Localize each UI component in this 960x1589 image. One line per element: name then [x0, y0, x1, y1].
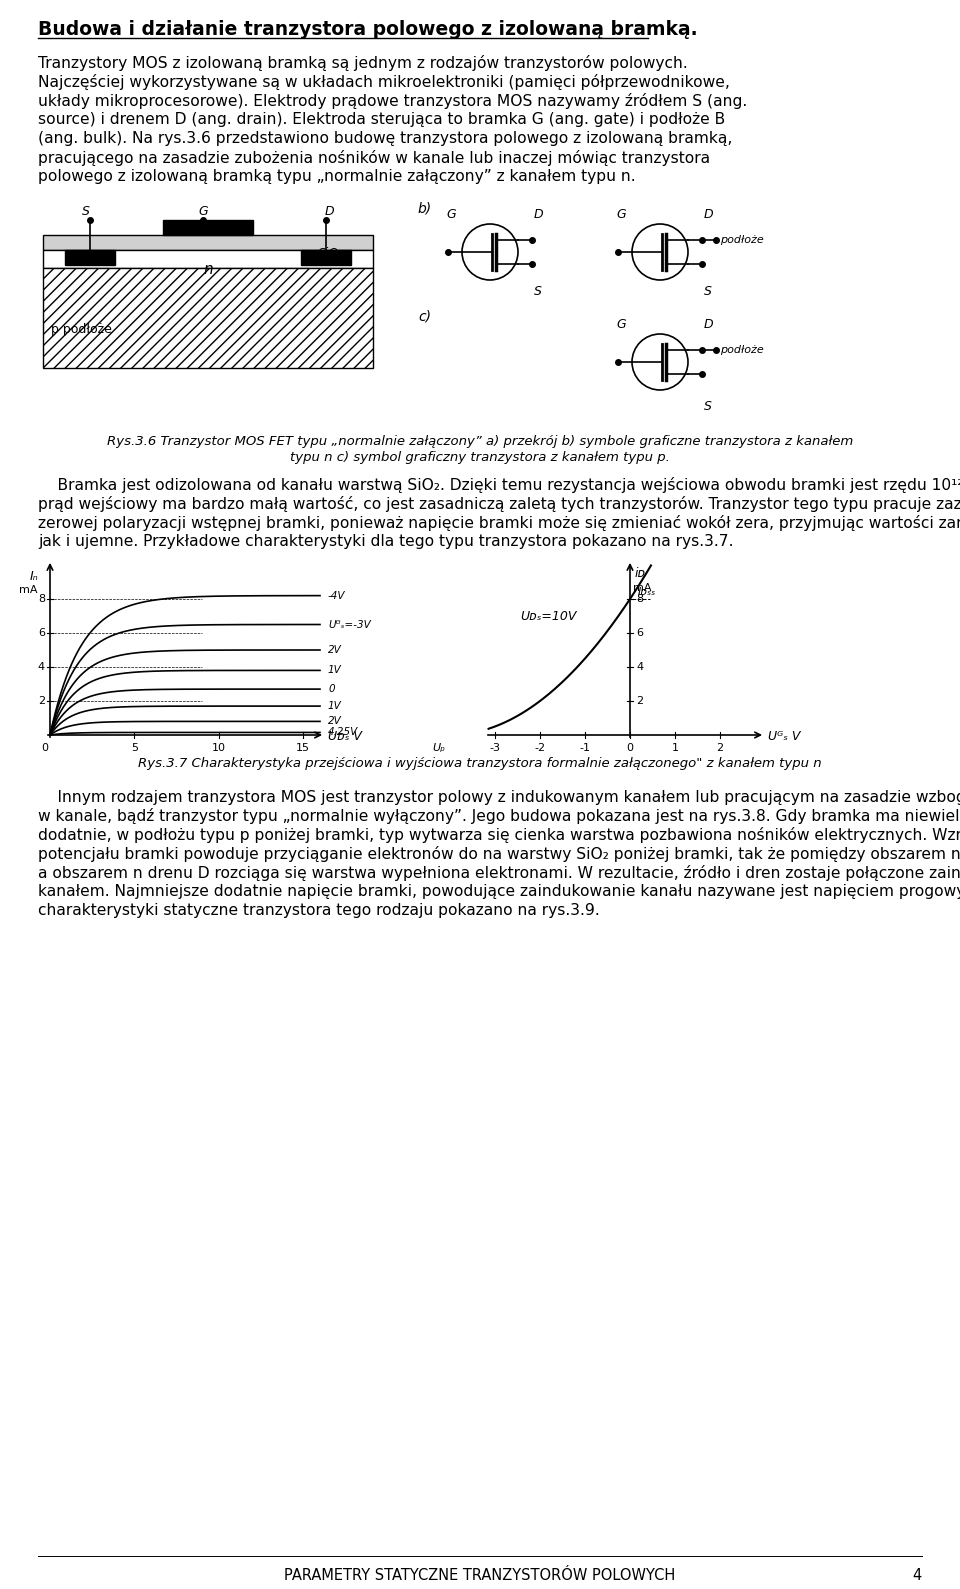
Text: c): c)	[418, 310, 431, 324]
Text: Budowa i działanie tranzystora polowego z izolowaną bramką.: Budowa i działanie tranzystora polowego …	[38, 21, 698, 40]
Text: 2: 2	[37, 696, 45, 706]
Text: 1V: 1V	[328, 701, 342, 712]
Text: 15: 15	[296, 744, 310, 753]
Text: typu n c) symbol graficzny tranzystora z kanałem typu p.: typu n c) symbol graficzny tranzystora z…	[290, 451, 670, 464]
Text: Uᴅₛ V: Uᴅₛ V	[328, 729, 362, 744]
Text: source) i drenem D (ang. drain). Elektroda sterująca to bramka G (ang. gate) i p: source) i drenem D (ang. drain). Elektro…	[38, 111, 725, 127]
Text: 1: 1	[671, 744, 679, 753]
Text: mA: mA	[633, 583, 652, 593]
Text: dodatnie, w podłożu typu p poniżej bramki, typ wytwarza się cienka warstwa pozba: dodatnie, w podłożu typu p poniżej bramk…	[38, 826, 960, 844]
Text: 0: 0	[41, 744, 49, 753]
Text: 4: 4	[913, 1568, 922, 1583]
Text: Uᴅₛ=10V: Uᴅₛ=10V	[520, 610, 576, 623]
Text: D: D	[704, 318, 713, 331]
Text: -3: -3	[490, 744, 500, 753]
Text: 5: 5	[131, 744, 138, 753]
Text: podłoże: podłoże	[720, 235, 764, 245]
Text: 10: 10	[212, 744, 226, 753]
Text: Uₚ: Uₚ	[432, 744, 445, 753]
Text: jak i ujemne. Przykładowe charakterystyki dla tego typu tranzystora pokazano na : jak i ujemne. Przykładowe charakterystyk…	[38, 534, 733, 550]
Bar	[301, 249, 351, 265]
Text: 2V: 2V	[328, 717, 342, 726]
Text: układy mikroprocesorowe). Elektrody prądowe tranzystora MOS nazywamy źródłem S (: układy mikroprocesorowe). Elektrody prąd…	[38, 94, 747, 110]
Text: b): b)	[418, 202, 432, 216]
Text: -4V: -4V	[328, 591, 346, 601]
Text: 6: 6	[636, 628, 643, 639]
Text: G: G	[616, 208, 626, 221]
Text: a obszarem n drenu D rozciąga się warstwa wypełniona elektronami. W rezultacie, : a obszarem n drenu D rozciąga się warstw…	[38, 864, 960, 880]
Text: 2V: 2V	[328, 645, 342, 655]
Text: 1V: 1V	[328, 666, 342, 675]
Text: podłoże: podłoże	[720, 345, 764, 354]
Text: S: S	[82, 205, 90, 218]
Text: Najczęściej wykorzystywane są w układach mikroelektroniki (pamięci półprzewodnik: Najczęściej wykorzystywane są w układach…	[38, 75, 730, 91]
Text: Bramka jest odizolowana od kanału warstwą SiO₂. Dzięki temu rezystancja wejściow: Bramka jest odizolowana od kanału warstw…	[38, 477, 960, 493]
Text: pracującego na zasadzie zubożenia nośników w kanale lub inaczej mówiąc tranzysto: pracującego na zasadzie zubożenia nośnik…	[38, 149, 710, 165]
Text: 4: 4	[636, 663, 643, 672]
Text: Innym rodzajem tranzystora MOS jest tranzystor polowy z indukowanym kanałem lub : Innym rodzajem tranzystora MOS jest tran…	[38, 790, 960, 806]
Text: G: G	[616, 318, 626, 331]
Text: Iᴅₛₛ: Iᴅₛₛ	[638, 586, 657, 597]
Bar	[43, 249, 373, 269]
Text: zerowej polaryzacji wstępnej bramki, ponieważ napięcie bramki może się zmieniać : zerowej polaryzacji wstępnej bramki, pon…	[38, 515, 960, 531]
Text: n: n	[204, 262, 213, 276]
Text: 2: 2	[636, 696, 643, 706]
Text: D: D	[324, 205, 334, 218]
Text: (ang. bulk). Na rys.3.6 przedstawiono budowę tranzystora polowego z izolowaną br: (ang. bulk). Na rys.3.6 przedstawiono bu…	[38, 130, 732, 146]
Text: Rys.3.7 Charakterystyka przejściowa i wyjściowa tranzystora formalnie załączoneg: Rys.3.7 Charakterystyka przejściowa i wy…	[138, 756, 822, 771]
Text: prąd wejściowy ma bardzo małą wartość, co jest zasadniczą zaletą tych tranzystor: prąd wejściowy ma bardzo małą wartość, c…	[38, 496, 960, 512]
Text: S: S	[704, 400, 712, 413]
Bar	[43, 235, 373, 249]
Text: polowego z izolowaną bramką typu „normalnie załączony” z kanałem typu n.: polowego z izolowaną bramką typu „normal…	[38, 168, 636, 184]
Text: p podłoże: p podłoże	[51, 323, 112, 335]
Text: Iₙ: Iₙ	[29, 570, 38, 583]
Text: Tranzystory MOS z izolowaną bramką są jednym z rodzajów tranzystorów polowych.: Tranzystory MOS z izolowaną bramką są je…	[38, 56, 687, 72]
Text: S: S	[534, 284, 541, 299]
Text: mA: mA	[19, 585, 38, 594]
Bar	[43, 269, 373, 369]
Text: 4.25V: 4.25V	[328, 728, 358, 737]
Text: charakterystyki statyczne tranzystora tego rodzaju pokazano na rys.3.9.: charakterystyki statyczne tranzystora te…	[38, 903, 600, 918]
Bar	[163, 219, 253, 235]
Text: 2: 2	[716, 744, 724, 753]
Text: D: D	[534, 208, 543, 221]
Bar	[43, 269, 373, 369]
Text: -2: -2	[535, 744, 545, 753]
Text: SiO₂: SiO₂	[318, 246, 345, 261]
Text: Uᴳₛ=-3V: Uᴳₛ=-3V	[328, 620, 371, 629]
Text: w kanale, bądź tranzystor typu „normalnie wyłączony”. Jego budowa pokazana jest : w kanale, bądź tranzystor typu „normalni…	[38, 807, 960, 825]
Text: D: D	[704, 208, 713, 221]
Text: iᴅ: iᴅ	[635, 567, 646, 580]
Text: Rys.3.6 Tranzystor MOS FET typu „normalnie załączony” a) przekrój b) symbole gra: Rys.3.6 Tranzystor MOS FET typu „normaln…	[107, 435, 853, 448]
Text: potencjału bramki powoduje przyciąganie elektronów do na warstwy SiO₂ poniżej br: potencjału bramki powoduje przyciąganie …	[38, 845, 960, 861]
Text: Uᴳₛ V: Uᴳₛ V	[768, 729, 801, 744]
Text: PARAMETRY STATYCZNE TRANZYSTORÓW POLOWYCH: PARAMETRY STATYCZNE TRANZYSTORÓW POLOWYC…	[284, 1568, 676, 1583]
Text: 8: 8	[37, 594, 45, 604]
Text: -1: -1	[580, 744, 590, 753]
Text: G: G	[446, 208, 456, 221]
Text: 0: 0	[328, 685, 335, 694]
Text: G: G	[198, 205, 207, 218]
Text: 8: 8	[636, 594, 643, 604]
Text: 6: 6	[38, 628, 45, 639]
Text: 4: 4	[37, 663, 45, 672]
Text: S: S	[704, 284, 712, 299]
Text: kanałem. Najmniejsze dodatnie napięcie bramki, powodujące zaindukowanie kanału n: kanałem. Najmniejsze dodatnie napięcie b…	[38, 883, 960, 899]
Bar	[65, 249, 115, 265]
Text: 0: 0	[627, 744, 634, 753]
